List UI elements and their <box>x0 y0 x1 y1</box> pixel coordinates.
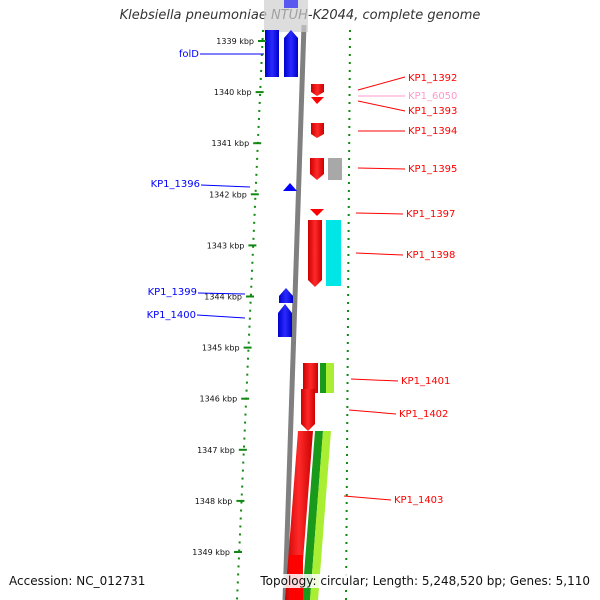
gene-label-kp1-1399[interactable]: KP1_1399 <box>148 287 197 298</box>
gene-label-connector <box>196 314 246 319</box>
gene-kp1-1396[interactable] <box>283 183 297 191</box>
gene-label-kp1-1393[interactable]: KP1_1393 <box>408 106 457 117</box>
gene-kp1-1395-grey <box>328 158 342 180</box>
kbp-tick-label: 1344 kbp <box>204 293 242 302</box>
gene-fold-a[interactable] <box>265 30 279 77</box>
gene-label-fold[interactable]: folD <box>179 49 199 60</box>
kbp-tick-label: 1345 kbp <box>202 344 240 353</box>
gene-label-kp1-1403[interactable]: KP1_1403 <box>394 495 443 506</box>
gene-fold-b[interactable] <box>284 30 298 77</box>
gene-label-connector <box>343 495 392 501</box>
gene-label-kp1-6050[interactable]: KP1_6050 <box>408 91 457 102</box>
kbp-tick-label: 1347 kbp <box>197 446 235 455</box>
gene-label-connector <box>355 252 404 256</box>
gene-labels: folD KP1_1392 KP1_6050 KP1_1393 KP1_1394 KP1_… <box>147 49 458 506</box>
gene-kp1-1402[interactable] <box>301 389 315 431</box>
gene-kp1-1398[interactable] <box>308 220 322 287</box>
gene-kp1-1401-green <box>320 363 326 393</box>
gene-label-connector <box>357 167 406 170</box>
kbp-tick-label: 1341 kbp <box>211 139 249 148</box>
gene-label-kp1-1401[interactable]: KP1_1401 <box>401 376 450 387</box>
gene-kp1-1397[interactable] <box>310 209 324 216</box>
kbp-tick-label: 1349 kbp <box>192 548 230 557</box>
gene-label-connector <box>348 409 397 415</box>
gene-label-connector <box>357 76 406 91</box>
gene-kp1-1392[interactable] <box>311 84 324 96</box>
gene-kp1-1394[interactable] <box>311 123 324 138</box>
gene-label-connector <box>200 184 251 188</box>
gene-kp1-1401-lime <box>326 363 334 393</box>
gene-label-kp1-1396[interactable]: KP1_1396 <box>151 179 200 190</box>
left-dotted-rail <box>236 29 264 600</box>
genome-backbone <box>282 24 307 600</box>
gene-label-kp1-1395[interactable]: KP1_1395 <box>408 164 457 175</box>
gene-label-kp1-1400[interactable]: KP1_1400 <box>147 310 196 321</box>
kbp-tick-label: 1339 kbp <box>216 37 254 46</box>
gene-label-kp1-1398[interactable]: KP1_1398 <box>406 250 455 261</box>
gene-kp1-6050[interactable] <box>311 97 324 104</box>
gene-label-connector <box>197 292 246 295</box>
genome-summary: Topology: circular; Length: 5,248,520 bp… <box>260 574 590 588</box>
kbp-tick-label: 1348 kbp <box>195 497 233 506</box>
gene-kp1-1403-lime <box>310 431 331 600</box>
kbp-ticks: 1339 kbp 1340 kbp 1341 kbp 1342 kbp 1343 kbp… <box>192 37 266 557</box>
gene-label-kp1-1394[interactable]: KP1_1394 <box>408 126 457 137</box>
gene-label-kp1-1402[interactable]: KP1_1402 <box>399 409 448 420</box>
kbp-tick-label: 1340 kbp <box>214 88 252 97</box>
gene-kp1-1401-red[interactable] <box>303 363 318 393</box>
accession-text: Accession: NC_012731 <box>9 574 146 588</box>
gene-label-connector <box>350 378 399 382</box>
gene-label-connector <box>355 212 404 215</box>
gene-label-connector <box>357 100 406 112</box>
gene-label-kp1-1397[interactable]: KP1_1397 <box>406 209 455 220</box>
gene-kp1-1395[interactable] <box>310 158 324 180</box>
kbp-tick-label: 1343 kbp <box>207 241 245 250</box>
kbp-tick-label: 1342 kbp <box>209 190 247 199</box>
gene-kp1-1403-green <box>302 431 323 600</box>
gene-kp1-1398-cyan <box>326 220 341 286</box>
faded-gene-top-blue <box>284 0 298 8</box>
right-dotted-rail <box>345 29 351 600</box>
gene-kp1-1400[interactable] <box>278 304 292 337</box>
kbp-tick-label: 1346 kbp <box>199 395 237 404</box>
gene-label-kp1-1392[interactable]: KP1_1392 <box>408 73 457 84</box>
gene-kp1-1399[interactable] <box>279 288 293 303</box>
